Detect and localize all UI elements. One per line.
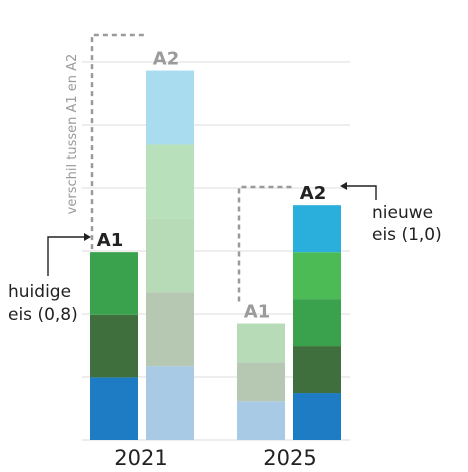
bar-label-2021-a2: A2 (153, 49, 179, 70)
bar-segment-2025-a1-1 (237, 401, 285, 440)
bar-segment-2021-a2-1 (146, 366, 194, 440)
bar-label-2025-a1: A1 (244, 302, 270, 323)
bar-label-2025-a2: A2 (300, 183, 326, 204)
bar-segment-2021-a1-1 (90, 377, 138, 440)
bar-label-2021-a1: A1 (97, 230, 123, 251)
difference-guide-2025 (237, 185, 293, 302)
current-requirement-arrowhead (84, 233, 91, 241)
current-requirement-arrow (47, 236, 86, 276)
bar-segment-2025-a2-3 (293, 299, 341, 347)
new-requirement-line1: nieuwe (372, 203, 433, 223)
new-requirement-line2: eis (1,0) (372, 225, 442, 245)
tick-label-2025: 2025 (263, 446, 316, 470)
difference-guides (90, 33, 293, 302)
bar-segment-2021-a2-3 (146, 218, 194, 293)
tick-label-2021: 2021 (114, 446, 167, 470)
bar-segment-2021-a2-5 (146, 70, 194, 145)
bar-segment-2025-a2-5 (293, 205, 341, 253)
bar-segment-2025-a2-4 (293, 252, 341, 300)
current-requirement-line1: huidige (8, 282, 71, 302)
difference-guide-2021 (90, 33, 146, 250)
bar-segment-2021-a1-3 (90, 252, 138, 315)
difference-label: verschil tussen A1 en A2 (65, 54, 80, 215)
bar-segment-2025-a1-2 (237, 362, 285, 402)
bar-segment-2025-a2-2 (293, 346, 341, 394)
bars (90, 70, 341, 440)
current-requirement-line2: eis (0,8) (8, 305, 78, 325)
bar-segment-2021-a2-4 (146, 144, 194, 219)
bar-segment-2025-a1-3 (237, 323, 285, 363)
bar-segment-2025-a2-1 (293, 393, 341, 440)
new-requirement-arrow (345, 185, 377, 200)
bar-segment-2021-a2-2 (146, 292, 194, 367)
bar-segment-2021-a1-2 (90, 314, 138, 378)
new-requirement-arrowhead (340, 182, 347, 190)
